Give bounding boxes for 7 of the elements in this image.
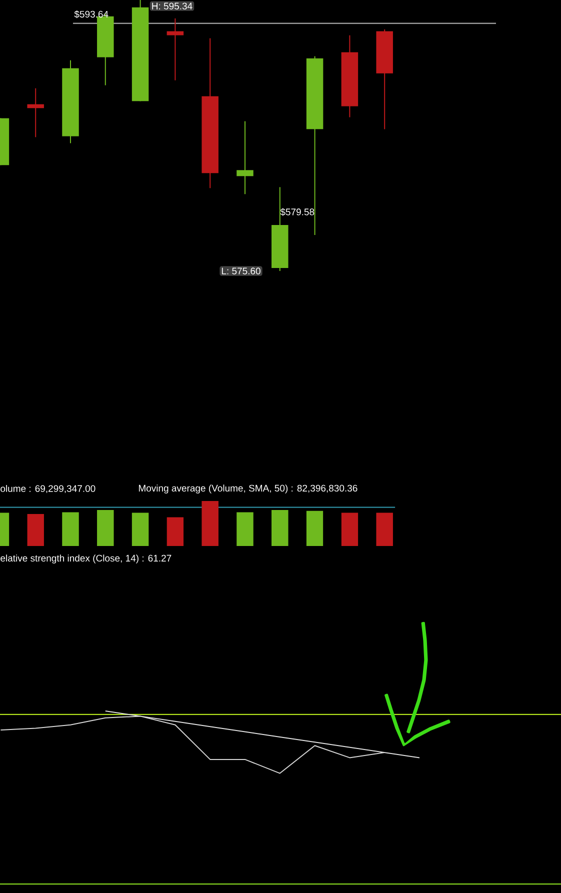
chart-title: olume : 69,299,347.00 <box>0 484 96 494</box>
annotation: H: 595.34 <box>152 2 192 10</box>
chart-subtitle: Moving average (Volume, SMA, 50) : 82,396,830.36 <box>138 484 358 494</box>
chart-title: elative strength index (Close, 14) : 61.27 <box>0 554 172 564</box>
ref-line-label: $593.64 <box>74 10 108 18</box>
annotation: L: 575.60 <box>222 268 260 274</box>
annotation: $579.58 <box>280 208 314 216</box>
